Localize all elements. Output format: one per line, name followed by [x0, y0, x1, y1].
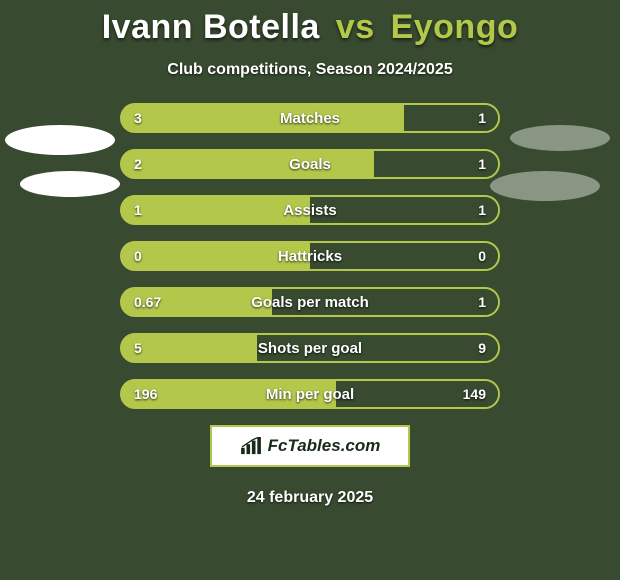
stat-value-left: 196: [134, 386, 157, 402]
subtitle: Club competitions, Season 2024/2025: [0, 61, 620, 79]
stat-value-right: 1: [478, 294, 486, 310]
stat-label: Min per goal: [266, 386, 354, 403]
chart-icon: [240, 437, 262, 455]
stat-fill-left: [122, 197, 310, 223]
stat-row: 5 Shots per goal 9: [120, 333, 500, 363]
stat-row: 3 Matches 1: [120, 103, 500, 133]
comparison-stage: 3 Matches 1 2 Goals 1 1 Assists 1 0 Hatt…: [0, 103, 620, 507]
stat-row: 1 Assists 1: [120, 195, 500, 225]
stat-row: 2 Goals 1: [120, 149, 500, 179]
stat-label: Shots per goal: [258, 340, 362, 357]
stat-value-right: 9: [478, 340, 486, 356]
source-badge: FcTables.com: [210, 425, 410, 467]
stat-value-right: 0: [478, 248, 486, 264]
stat-row: 0.67 Goals per match 1: [120, 287, 500, 317]
stat-value-left: 0.67: [134, 294, 161, 310]
stat-fill-left: [122, 335, 257, 361]
stat-label: Matches: [280, 110, 340, 127]
stat-value-right: 149: [463, 386, 486, 402]
stat-value-left: 0: [134, 248, 142, 264]
date-text: 24 february 2025: [0, 489, 620, 507]
stat-value-right: 1: [478, 156, 486, 172]
comparison-title: Ivann Botella vs Eyongo: [0, 0, 620, 47]
source-text: FcTables.com: [268, 436, 381, 456]
player1-name: Ivann Botella: [102, 8, 320, 46]
stat-value-left: 1: [134, 202, 142, 218]
stat-label: Goals: [289, 156, 331, 173]
player2-silhouette-body: [490, 171, 600, 201]
stat-value-left: 2: [134, 156, 142, 172]
stat-bars: 3 Matches 1 2 Goals 1 1 Assists 1 0 Hatt…: [120, 103, 500, 409]
stat-label: Hattricks: [278, 248, 342, 265]
player2-silhouette-head: [510, 125, 610, 151]
stat-row: 196 Min per goal 149: [120, 379, 500, 409]
player1-silhouette-body: [20, 171, 120, 197]
stat-label: Assists: [283, 202, 336, 219]
stat-value-left: 3: [134, 110, 142, 126]
stat-label: Goals per match: [251, 294, 369, 311]
stat-fill-left: [122, 151, 374, 177]
stat-fill-right: [310, 197, 498, 223]
stat-value-right: 1: [478, 202, 486, 218]
stat-fill-left: [122, 105, 404, 131]
stat-row: 0 Hattricks 0: [120, 241, 500, 271]
player2-name: Eyongo: [391, 8, 519, 46]
stat-value-left: 5: [134, 340, 142, 356]
vs-text: vs: [336, 8, 375, 46]
player1-silhouette-head: [5, 125, 115, 155]
stat-value-right: 1: [478, 110, 486, 126]
